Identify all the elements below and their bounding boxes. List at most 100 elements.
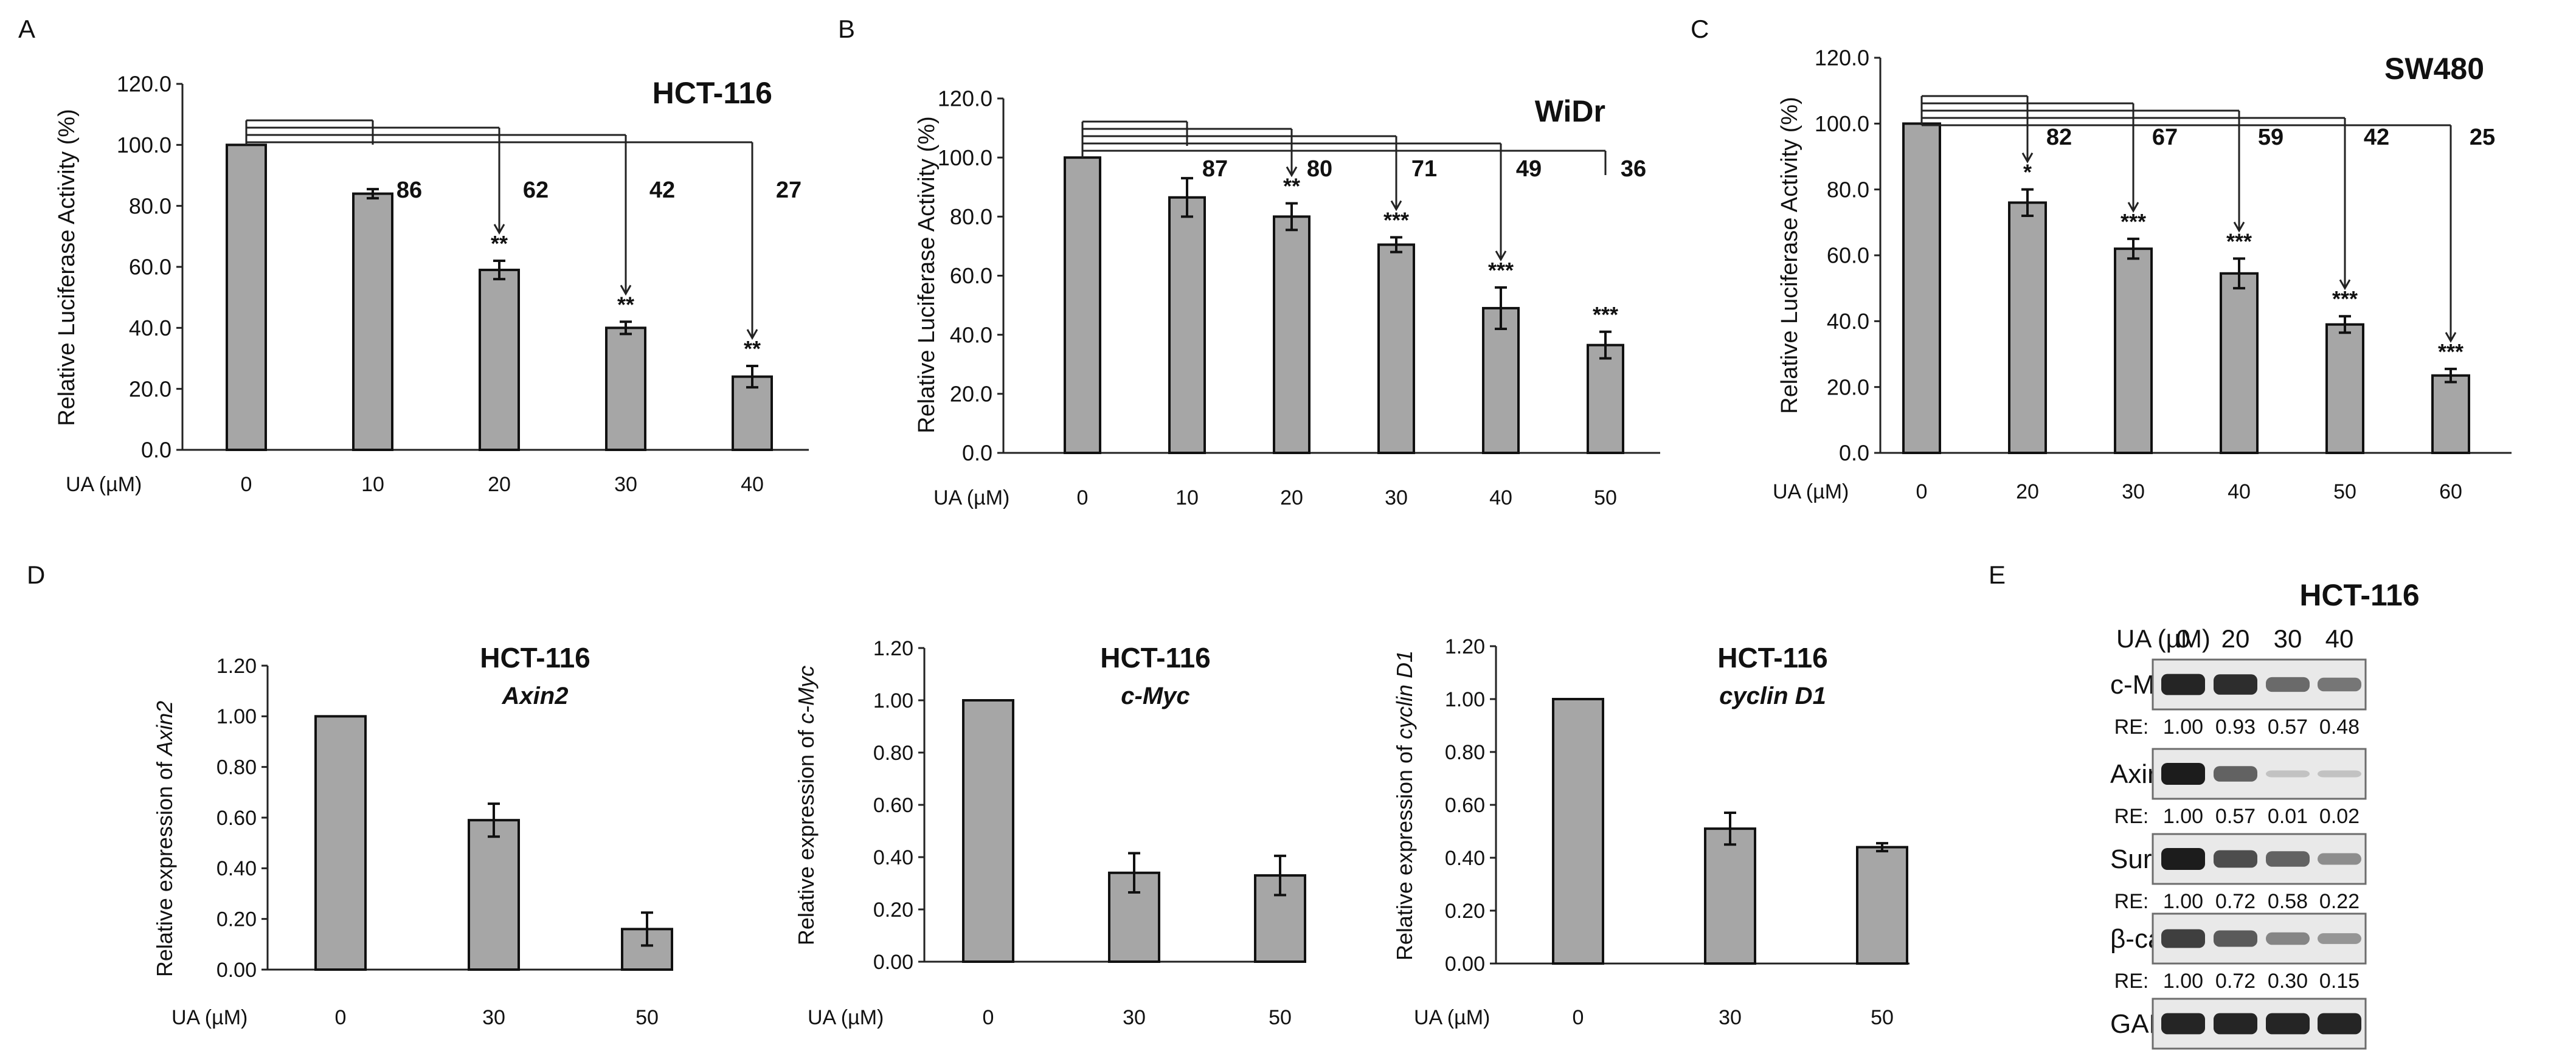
y-axis-label: Relative Luciferase Activity (%): [914, 116, 940, 433]
blot-re-label: RE:: [2114, 715, 2149, 739]
bar: [1856, 846, 1908, 965]
y-axis-label: Relative expression of cyclin D1: [1392, 650, 1417, 960]
significance-marker: **: [1283, 173, 1300, 198]
significance-marker: ***: [2226, 229, 2252, 253]
y-tick-label: 80.0: [1827, 177, 1869, 202]
y-tick-label: 0.80: [873, 742, 913, 765]
bar: [468, 819, 520, 971]
chart-title: HCT-116: [1100, 642, 1211, 674]
blot-re-value: 1.00: [2163, 715, 2203, 739]
x-tick-label: 50: [2333, 480, 2356, 503]
y-tick-label: 0.80: [1445, 741, 1485, 764]
y-tick-label: 0.40: [216, 857, 257, 880]
y-axis-label: Relative expression of Axin2: [152, 701, 177, 977]
bracket-value-label: 59: [2258, 125, 2283, 150]
chart-subtitle: cyclin D1: [1719, 683, 1826, 709]
x-axis-label: UA (µM): [1773, 480, 1849, 503]
y-tick-label: 0.0: [1839, 441, 1869, 466]
y-tick-label: 1.00: [216, 705, 257, 728]
chart-title: SW480: [2384, 52, 2484, 86]
significance-marker: ***: [1383, 207, 1409, 232]
y-tick-label: 60.0: [950, 263, 992, 288]
bracket-arrow: [2021, 152, 2034, 164]
bracket-arrow: [493, 224, 505, 235]
x-tick-label: 40: [741, 473, 764, 496]
y-tick-label: 40.0: [129, 315, 171, 340]
blot-lane-label: 30: [2274, 624, 2302, 653]
bracket-value-label: 71: [1411, 156, 1437, 182]
blot-band: [2161, 929, 2205, 948]
x-tick-label: 0: [241, 473, 252, 496]
blot-re-value: 1.00: [2163, 970, 2203, 993]
bracket-arrow: [620, 284, 632, 296]
significance-marker: *: [2023, 160, 2032, 185]
bracket-value-label: 36: [1621, 156, 1646, 182]
y-tick-label: 0.20: [1445, 900, 1485, 923]
x-tick-label: 0: [1573, 1006, 1584, 1029]
bracket-value-label: 80: [1307, 156, 1332, 182]
y-axis-label-prefix: Relative expression of: [152, 756, 177, 977]
chart-title: HCT-116: [653, 76, 772, 110]
x-tick-label: 30: [1123, 1006, 1146, 1029]
panel-letter-a: A: [18, 15, 35, 43]
y-tick-label: 1.20: [873, 637, 913, 660]
x-axis-label: UA (µM): [1414, 1006, 1490, 1029]
bar: [962, 699, 1014, 963]
blot-band: [2214, 930, 2257, 947]
y-tick-label: 40.0: [950, 322, 992, 347]
chart-subtitle: c-Myc: [1121, 683, 1189, 709]
blot-lane-label: 20: [2221, 624, 2250, 653]
x-tick-label: 30: [482, 1006, 505, 1029]
bar: [2325, 323, 2364, 454]
x-tick-label: 40: [1489, 486, 1512, 509]
bar: [352, 192, 393, 451]
blot-row: β-cateninRE:1.000.720.300.15: [2110, 912, 2367, 993]
x-tick-label: 0: [1916, 480, 1928, 503]
x-tick-label: 50: [635, 1006, 659, 1029]
y-tick-label: 0.40: [1445, 847, 1485, 870]
significance-marker: ***: [2332, 286, 2358, 311]
y-tick-label: 0.0: [962, 441, 992, 466]
x-tick-label: 20: [2016, 480, 2039, 503]
x-tick-label: 30: [2122, 480, 2145, 503]
blot-row: GAPDH: [2110, 998, 2367, 1050]
y-tick-label: 20.0: [1827, 374, 1869, 399]
y-axis-label-gene: Axin2: [152, 701, 177, 757]
panel-letter-d: D: [27, 560, 45, 589]
y-tick-label: 0.40: [873, 846, 913, 869]
bar: [2220, 272, 2259, 454]
bar: [314, 715, 367, 971]
bracket-value-label: 62: [523, 178, 549, 203]
bar: [605, 326, 646, 451]
blot-band: [2161, 848, 2205, 870]
y-axis-label-gene: c-Myc: [794, 666, 819, 724]
blot-re-label: RE:: [2114, 805, 2149, 828]
chart-a: 0.0 20.0 40.0 60.0 80.0 100.0 120.0 0 10 20 ** 30 **…: [54, 72, 809, 496]
bracket-value-label: 27: [776, 178, 802, 203]
bar: [1902, 122, 1941, 455]
significance-marker: ***: [1488, 258, 1514, 283]
chart-title: WiDr: [1535, 94, 1605, 128]
chart-d2: 0.00 0.20 0.40 0.60 0.80 1.00 1.20 0 30 50 UA (µM)…: [794, 637, 1306, 1029]
y-tick-label: 20.0: [950, 381, 992, 406]
blot-lane-label: 0: [2176, 624, 2190, 653]
significance-marker: **: [744, 336, 761, 361]
chart-c: 0.0 20.0 40.0 60.0 80.0 100.0 120.0 0 20 * 30 *** 40…: [1773, 46, 2512, 503]
bar: [1377, 243, 1415, 454]
y-tick-label: 1.20: [1445, 635, 1485, 658]
bar: [1704, 827, 1756, 965]
bracket-arrow: [2233, 221, 2245, 233]
y-tick-label: 0.0: [141, 438, 171, 463]
bar: [1064, 156, 1101, 454]
y-axis-label: Relative Luciferase Activity (%): [54, 109, 80, 426]
blot-band: [2161, 763, 2205, 785]
significance-marker: ***: [2121, 209, 2146, 234]
x-tick-label: 30: [614, 473, 637, 496]
x-tick-label: 0: [335, 1006, 347, 1029]
x-tick-label: 20: [1280, 486, 1303, 509]
y-tick-label: 1.20: [216, 655, 257, 678]
blot-re-label: RE:: [2114, 890, 2149, 913]
x-tick-label: 20: [488, 473, 511, 496]
y-tick-label: 0.00: [1445, 953, 1485, 976]
x-tick-label: 10: [361, 473, 384, 496]
